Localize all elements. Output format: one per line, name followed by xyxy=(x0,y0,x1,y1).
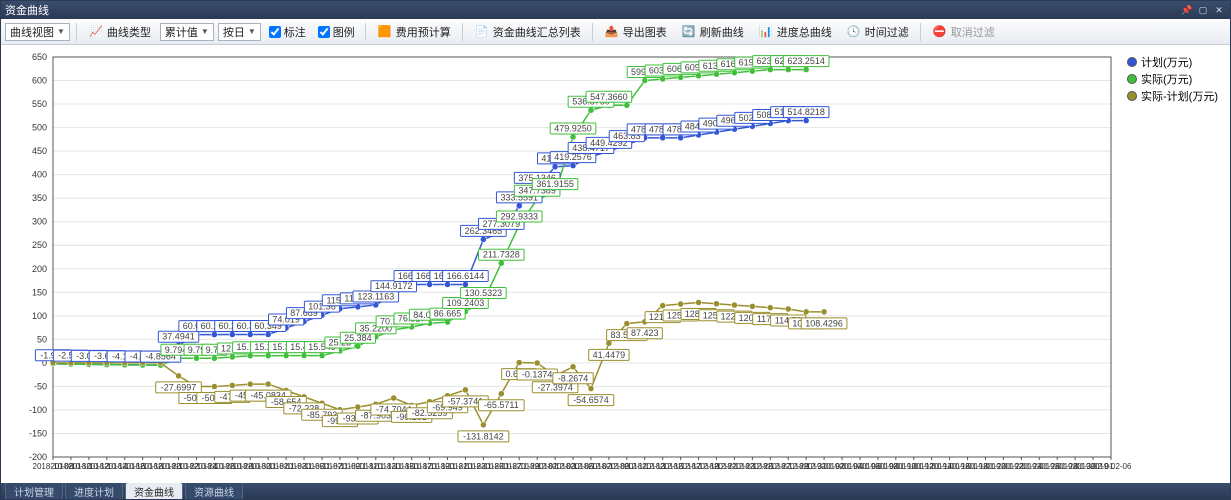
svg-text:50: 50 xyxy=(37,334,47,344)
legend-checkbox-label: 图例 xyxy=(333,24,355,40)
cancelfilter-button[interactable]: ⛔ 取消过滤 xyxy=(927,22,1000,42)
svg-text:550: 550 xyxy=(32,99,47,109)
curve-type-button[interactable]: 📈 曲线类型 xyxy=(83,22,156,42)
svg-text:123.1163: 123.1163 xyxy=(357,291,394,301)
view-dropdown-label: 曲线视图 xyxy=(10,24,54,40)
export-button[interactable]: 📤 导出图表 xyxy=(599,22,672,42)
svg-text:361.9155: 361.9155 xyxy=(536,179,574,189)
granularity-dropdown-label: 按日 xyxy=(223,24,245,40)
svg-text:-8.2674: -8.2674 xyxy=(558,373,589,383)
svg-text:-27.6997: -27.6997 xyxy=(161,382,197,392)
svg-text:150: 150 xyxy=(32,287,47,297)
progress-button[interactable]: 📊 进度总曲线 xyxy=(753,22,837,42)
svg-text:144.9172: 144.9172 xyxy=(375,281,413,291)
list-icon: 📄 xyxy=(474,24,490,40)
chart-svg: -200-150-100-500501001502002503003504004… xyxy=(1,45,1230,483)
tab-2[interactable]: 资金曲线 xyxy=(125,482,183,499)
tabstrip: 计划管理进度计划资金曲线资源曲线 xyxy=(1,483,1230,499)
svg-text:41.4479: 41.4479 xyxy=(593,350,626,360)
calc-icon: 🟧 xyxy=(377,24,393,40)
refresh-button[interactable]: 🔄 刷新曲线 xyxy=(676,22,749,42)
tab-3[interactable]: 资源曲线 xyxy=(185,482,243,499)
export-icon: 📤 xyxy=(604,24,620,40)
svg-text:300: 300 xyxy=(32,217,47,227)
svg-text:450: 450 xyxy=(32,146,47,156)
svg-text:514.8218: 514.8218 xyxy=(787,107,825,117)
svg-text:623.2514: 623.2514 xyxy=(787,56,825,66)
svg-text:-200: -200 xyxy=(29,452,47,462)
granularity-dropdown[interactable]: 按日▼ xyxy=(218,23,261,41)
svg-text:250: 250 xyxy=(32,240,47,250)
aggregate-dropdown[interactable]: 累计值▼ xyxy=(160,23,214,41)
svg-text:-131.8142: -131.8142 xyxy=(463,431,504,441)
toolbar: 曲线视图▼ 📈 曲线类型 累计值▼ 按日▼ 标注 图例 🟧 费用预计算 📄 xyxy=(1,19,1230,45)
chart-area: -200-150-100-500501001502002503003504004… xyxy=(1,45,1230,483)
funnel-off-icon: ⛔ xyxy=(932,24,948,40)
refresh-icon: 🔄 xyxy=(681,24,697,40)
svg-text:547.3660: 547.3660 xyxy=(590,92,628,102)
timefilter-button[interactable]: 🕓 时间过滤 xyxy=(841,22,914,42)
svg-text:86.665: 86.665 xyxy=(434,309,462,319)
funnel-icon: 🕓 xyxy=(846,24,862,40)
progress-button-label: 进度总曲线 xyxy=(777,24,832,40)
svg-text:2019-02-06: 2019-02-06 xyxy=(1091,462,1132,471)
legend-checkbox-input[interactable] xyxy=(318,26,330,38)
svg-text:292.9333: 292.9333 xyxy=(500,212,538,222)
svg-text:-50: -50 xyxy=(34,381,47,391)
svg-text:37.4941: 37.4941 xyxy=(162,332,195,342)
svg-text:200: 200 xyxy=(32,264,47,274)
annotate-checkbox[interactable]: 标注 xyxy=(269,24,306,40)
view-dropdown[interactable]: 曲线视图▼ xyxy=(5,23,70,41)
annotate-checkbox-input[interactable] xyxy=(269,26,281,38)
svg-text:600: 600 xyxy=(32,76,47,86)
svg-text:-150: -150 xyxy=(29,428,47,438)
svg-text:211.7328: 211.7328 xyxy=(483,250,520,260)
svg-text:100: 100 xyxy=(32,311,47,321)
export-button-label: 导出图表 xyxy=(623,24,667,40)
svg-text:400: 400 xyxy=(32,170,47,180)
window-title: 资金曲线 xyxy=(5,2,49,18)
svg-text:350: 350 xyxy=(32,193,47,203)
legend-checkbox[interactable]: 图例 xyxy=(318,24,355,40)
tab-0[interactable]: 计划管理 xyxy=(5,482,63,499)
tab-1[interactable]: 进度计划 xyxy=(65,482,123,499)
close-icon[interactable]: ✕ xyxy=(1212,4,1226,16)
svg-text:-100: -100 xyxy=(29,405,47,415)
curve-type-label: 曲线类型 xyxy=(107,24,151,40)
titlebar: 资金曲线 📌 ▢ ✕ xyxy=(1,1,1230,19)
svg-text:500: 500 xyxy=(32,123,47,133)
refresh-button-label: 刷新曲线 xyxy=(700,24,744,40)
summary-button[interactable]: 📄 资金曲线汇总列表 xyxy=(469,22,586,42)
svg-text:-65.5711: -65.5711 xyxy=(484,400,519,410)
svg-text:-54.6574: -54.6574 xyxy=(573,395,609,405)
cancelfilter-button-label: 取消过滤 xyxy=(951,24,995,40)
budget-button-label: 费用预计算 xyxy=(396,24,451,40)
aggregate-dropdown-label: 累计值 xyxy=(165,24,198,40)
svg-text:650: 650 xyxy=(32,52,47,62)
svg-text:166.6144: 166.6144 xyxy=(447,271,485,281)
minimize-icon[interactable]: ▢ xyxy=(1196,4,1210,16)
legend: 计划(万元)实际(万元)实际-计划(万元) xyxy=(1123,51,1222,107)
legend-item: 实际-计划(万元) xyxy=(1127,88,1218,104)
svg-text:479.9250: 479.9250 xyxy=(554,124,592,134)
legend-item: 计划(万元) xyxy=(1127,54,1218,70)
progress-icon: 📊 xyxy=(758,24,774,40)
svg-text:109.2403: 109.2403 xyxy=(447,298,485,308)
svg-text:-0.1374: -0.1374 xyxy=(522,369,553,379)
summary-button-label: 资金曲线汇总列表 xyxy=(493,24,581,40)
svg-text:87.423: 87.423 xyxy=(631,328,659,338)
chart-icon: 📈 xyxy=(88,24,104,40)
svg-text:130.5323: 130.5323 xyxy=(465,288,503,298)
svg-text:-57.3741: -57.3741 xyxy=(448,396,484,406)
legend-item: 实际(万元) xyxy=(1127,71,1218,87)
timefilter-button-label: 时间过滤 xyxy=(865,24,909,40)
budget-button[interactable]: 🟧 费用预计算 xyxy=(372,22,456,42)
pin-icon[interactable]: 📌 xyxy=(1180,4,1194,16)
svg-text:108.4296: 108.4296 xyxy=(805,318,843,328)
annotate-checkbox-label: 标注 xyxy=(284,24,306,40)
